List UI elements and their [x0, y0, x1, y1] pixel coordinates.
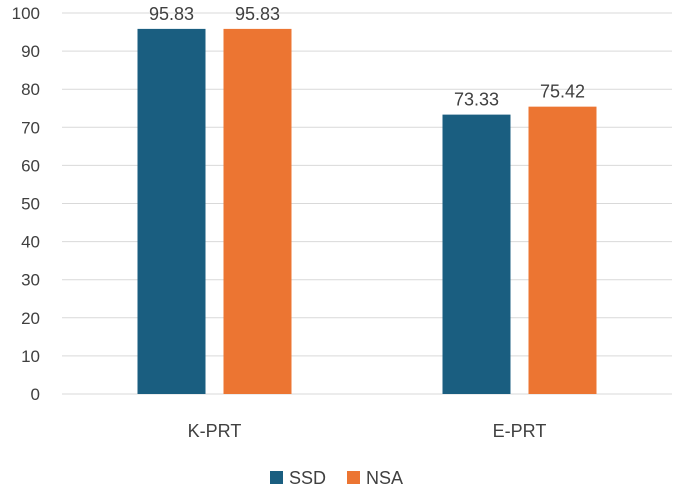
legend: SSD NSA [270, 468, 403, 488]
bars [137, 28, 597, 395]
legend-label: SSD [289, 468, 326, 488]
data-labels: 95.83 95.83 73.33 75.42 [149, 4, 585, 110]
y-tick-label: 90 [21, 42, 40, 61]
data-label: 73.33 [454, 90, 499, 110]
y-tick-label: 70 [21, 118, 40, 137]
data-label: 75.42 [540, 82, 585, 102]
bar-ssd-e-prt [442, 114, 511, 394]
y-tick-label: 80 [21, 80, 40, 99]
y-axis-tick-labels: 0 10 20 30 40 50 60 70 80 90 100 [12, 4, 40, 404]
legend-item-ssd: SSD [270, 468, 326, 488]
x-category-label: K-PRT [188, 421, 242, 441]
y-tick-label: 60 [21, 156, 40, 175]
legend-swatch [347, 471, 360, 484]
y-tick-label: 10 [21, 347, 40, 366]
x-axis-category-labels: K-PRT E-PRT [188, 421, 547, 441]
legend-item-nsa: NSA [347, 468, 403, 488]
data-label: 95.83 [149, 4, 194, 24]
x-category-label: E-PRT [493, 421, 547, 441]
y-tick-label: 40 [21, 233, 40, 252]
bar-nsa-k-prt [223, 28, 292, 395]
bar-ssd-k-prt [137, 28, 206, 395]
y-tick-label: 0 [31, 385, 40, 404]
y-tick-label: 50 [21, 195, 40, 214]
data-label: 95.83 [235, 4, 280, 24]
y-tick-label: 30 [21, 271, 40, 290]
bar-nsa-e-prt [528, 106, 597, 394]
legend-swatch [270, 471, 283, 484]
legend-label: NSA [366, 468, 403, 488]
y-tick-label: 100 [12, 4, 40, 23]
y-tick-label: 20 [21, 309, 40, 328]
